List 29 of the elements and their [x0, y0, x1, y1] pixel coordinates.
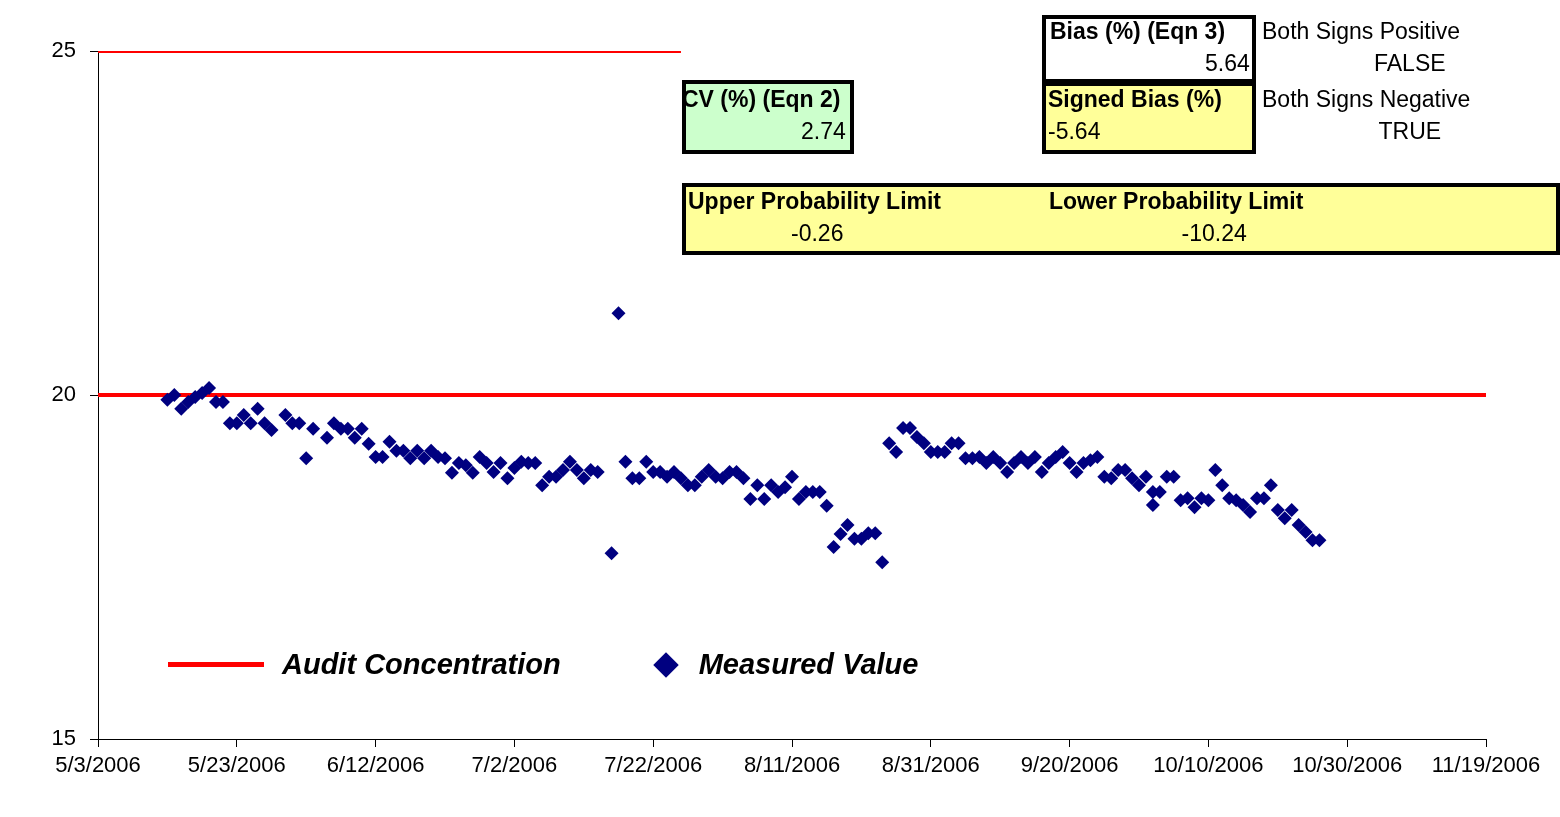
annotation: -10.24: [1181, 220, 1247, 247]
x-tick-label: 10/10/2006: [1153, 752, 1264, 778]
x-tick-label: 9/20/2006: [1020, 752, 1119, 778]
annotation: -5.64: [1048, 118, 1101, 145]
y-tick-label: 15: [51, 725, 76, 751]
annotation: -0.26: [791, 220, 844, 247]
annotation: Lower Probability Limit: [1049, 188, 1304, 215]
x-tick-label: 6/12/2006: [326, 752, 425, 778]
x-tick-label: 8/11/2006: [743, 752, 841, 778]
x-tick-label: 8/31/2006: [881, 752, 980, 778]
legend-label: Measured Value: [698, 648, 919, 681]
annotation: Upper Probability Limit: [688, 188, 942, 215]
x-tick-label: 5/3/2006: [55, 752, 141, 778]
annotation: 2.74: [801, 118, 846, 145]
annotation: Signed Bias (%): [1048, 86, 1222, 113]
annotation: 5.64: [1205, 50, 1250, 77]
y-tick-label: 25: [51, 37, 76, 63]
legend-label: Audit Concentration: [282, 648, 561, 681]
x-tick-label: 11/19/2006: [1431, 752, 1541, 778]
x-tick-label: 5/23/2006: [187, 752, 286, 778]
x-tick-label: 10/30/2006: [1292, 752, 1403, 778]
annotation: TRUE: [1378, 118, 1442, 145]
x-tick-label: 7/22/2006: [604, 752, 703, 778]
y-tick-label: 20: [51, 381, 76, 407]
annotation: Both Signs Negative: [1262, 86, 1471, 113]
annotation: FALSE: [1374, 50, 1446, 77]
text: Both Signs Positive: [1262, 18, 1461, 45]
x-tick-label: 7/2/2006: [471, 752, 558, 778]
text: Bias (%) (Eqn 3): [1050, 18, 1226, 45]
